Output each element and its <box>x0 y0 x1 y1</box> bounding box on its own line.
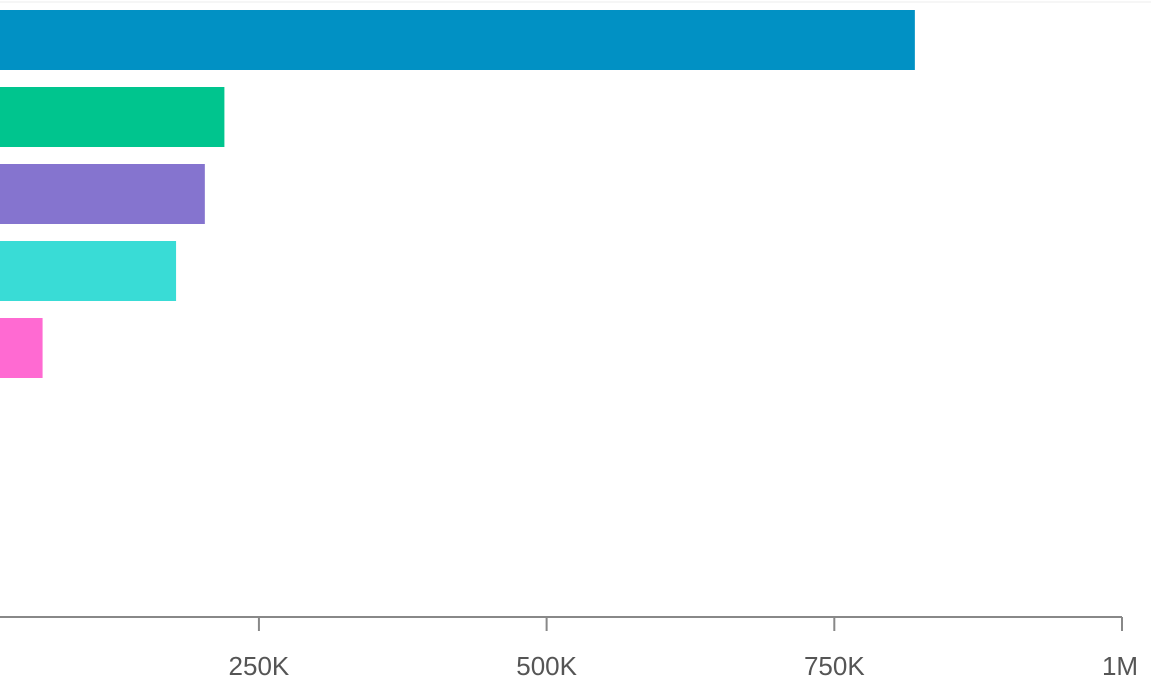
bar-2 <box>0 87 225 147</box>
x-tick-label: 500K <box>516 651 577 681</box>
x-tick-label: 750K <box>804 651 865 681</box>
bar-1 <box>0 10 915 70</box>
bar-3 <box>0 164 205 224</box>
x-tick-label: 250K <box>229 651 290 681</box>
x-tick-label: 1M <box>1102 651 1138 681</box>
bar-5 <box>0 318 43 378</box>
bar-4 <box>0 241 177 301</box>
bars-group <box>0 10 915 378</box>
x-axis: 250K 500K 750K 1M <box>0 616 1138 681</box>
